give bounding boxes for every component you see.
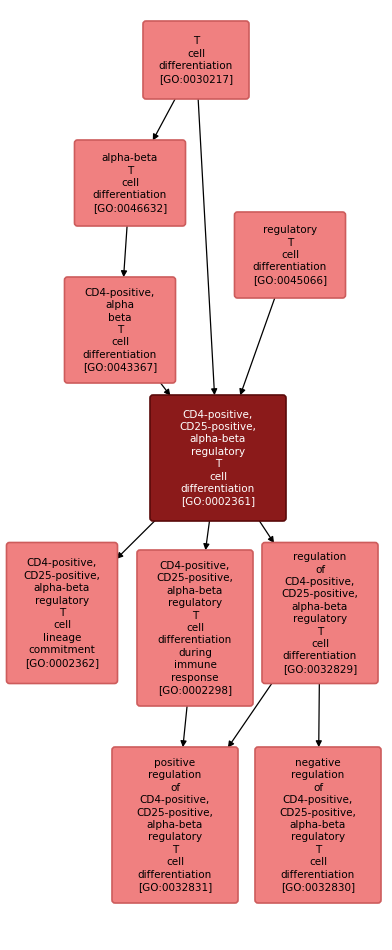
FancyBboxPatch shape (255, 747, 381, 903)
FancyBboxPatch shape (112, 747, 238, 903)
Text: CD4-positive,
CD25-positive,
alpha-beta
regulatory
T
cell
differentiation
during: CD4-positive, CD25-positive, alpha-beta … (156, 561, 234, 695)
FancyBboxPatch shape (137, 550, 253, 706)
FancyBboxPatch shape (74, 140, 185, 226)
Text: T
cell
differentiation
[GO:0030217]: T cell differentiation [GO:0030217] (159, 36, 233, 84)
FancyBboxPatch shape (150, 395, 286, 521)
Text: alpha-beta
T
cell
differentiation
[GO:0046632]: alpha-beta T cell differentiation [GO:00… (93, 153, 167, 213)
FancyBboxPatch shape (65, 277, 176, 383)
Text: CD4-positive,
CD25-positive,
alpha-beta
regulatory
T
cell
differentiation
[GO:00: CD4-positive, CD25-positive, alpha-beta … (180, 409, 256, 506)
Text: regulatory
T
cell
differentiation
[GO:0045066]: regulatory T cell differentiation [GO:00… (253, 225, 327, 285)
FancyBboxPatch shape (143, 21, 249, 99)
Text: CD4-positive,
CD25-positive,
alpha-beta
regulatory
T
cell
lineage
commitment
[GO: CD4-positive, CD25-positive, alpha-beta … (24, 559, 100, 668)
FancyBboxPatch shape (234, 212, 345, 298)
FancyBboxPatch shape (262, 542, 378, 683)
Text: negative
regulation
of
CD4-positive,
CD25-positive,
alpha-beta
regulatory
T
cell: negative regulation of CD4-positive, CD2… (279, 758, 356, 892)
Text: CD4-positive,
alpha
beta
T
cell
differentiation
[GO:0043367]: CD4-positive, alpha beta T cell differen… (83, 288, 157, 372)
Text: regulation
of
CD4-positive,
CD25-positive,
alpha-beta
regulatory
T
cell
differen: regulation of CD4-positive, CD25-positiv… (281, 552, 358, 674)
Text: positive
regulation
of
CD4-positive,
CD25-positive,
alpha-beta
regulatory
T
cell: positive regulation of CD4-positive, CD2… (136, 758, 213, 892)
FancyBboxPatch shape (7, 542, 118, 683)
